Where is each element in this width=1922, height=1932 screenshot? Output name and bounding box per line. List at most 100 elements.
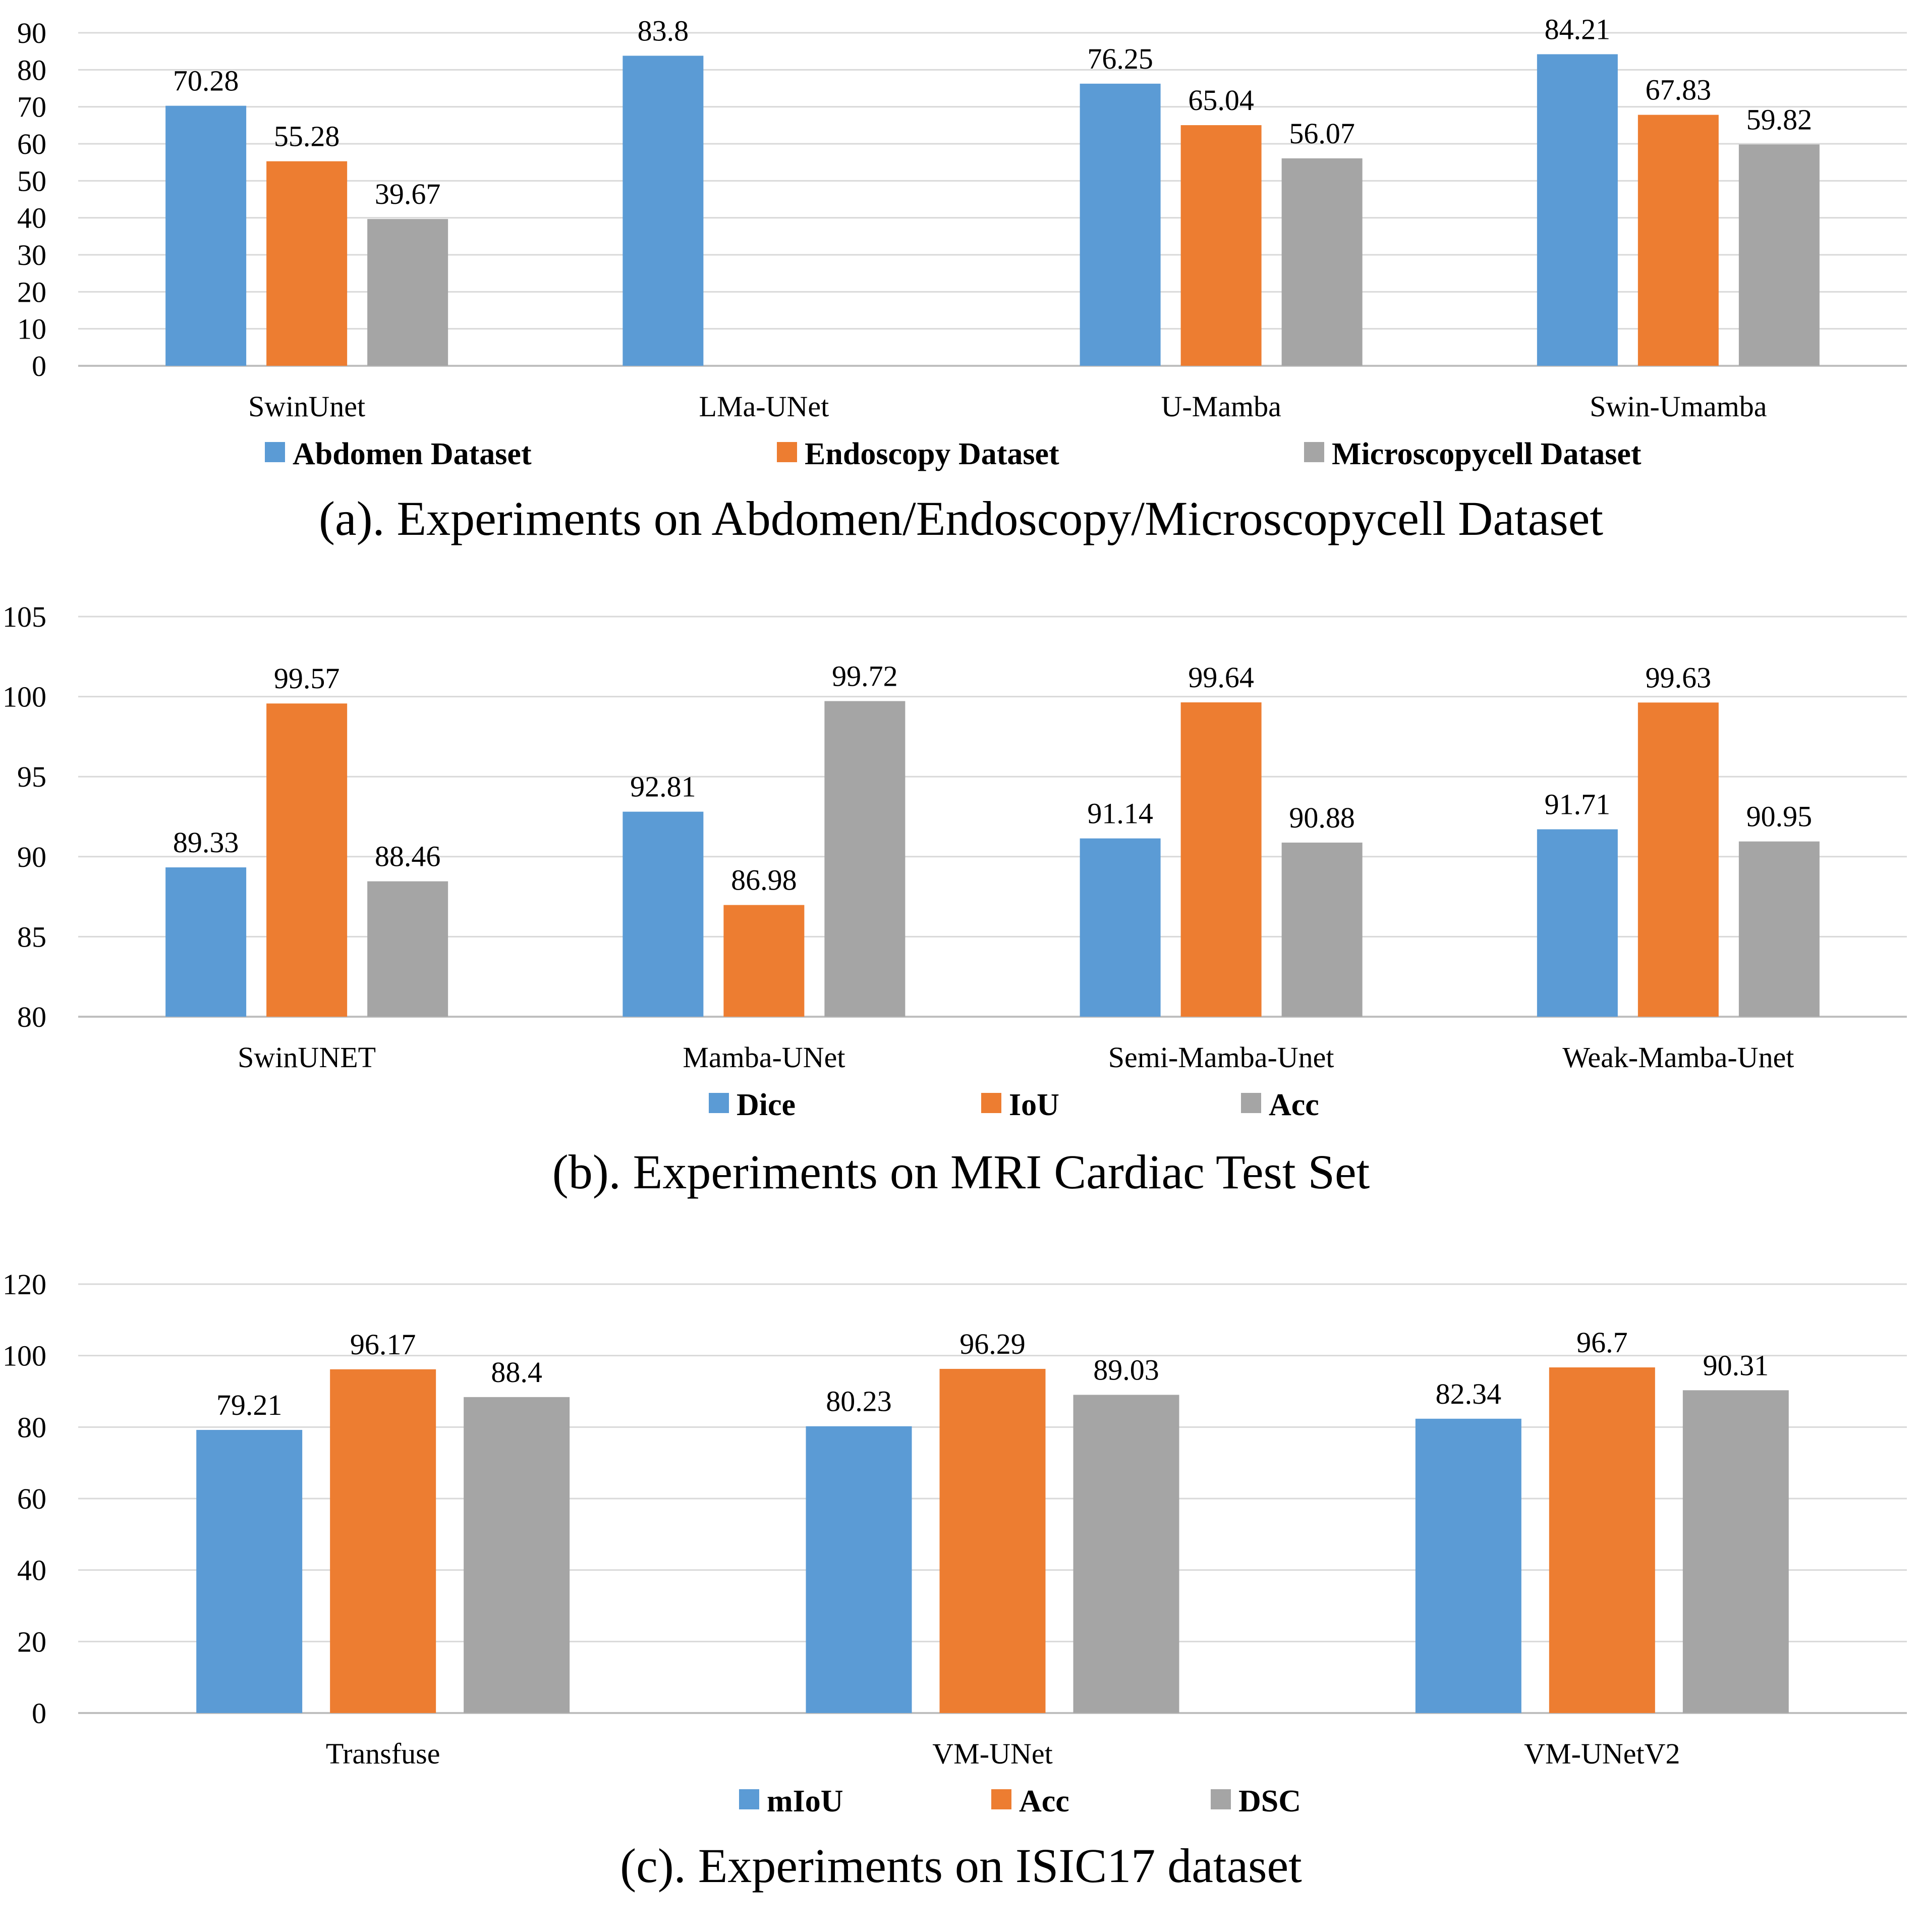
- data-label: 70.28: [173, 65, 239, 97]
- data-label: 59.82: [1746, 103, 1813, 136]
- chart-panel-3: 0 20 40 60 80 100 120 79.21 96.17 88.4 Transfuse 80…: [3, 1268, 1907, 1893]
- data-label: 79.21: [216, 1389, 282, 1421]
- legend-label: DSC: [1238, 1784, 1301, 1818]
- legend-swatch: [1211, 1789, 1231, 1809]
- bar: [165, 867, 247, 1017]
- data-label: 90.31: [1703, 1349, 1769, 1382]
- y-tick-label: 100: [3, 681, 46, 713]
- x-tick-label: VM-UNet: [932, 1737, 1052, 1770]
- bar: [1281, 158, 1363, 366]
- data-label: 90.88: [1289, 801, 1355, 834]
- legend-swatch: [1304, 442, 1324, 462]
- bar: [1080, 838, 1161, 1017]
- legend-label: Microscopycell Dataset: [1332, 437, 1642, 471]
- data-label: 99.57: [274, 662, 340, 695]
- x-tick-label: LMa-UNet: [699, 390, 829, 423]
- chart-caption: (a). Experiments on Abdomen/Endoscopy/Mi…: [319, 491, 1603, 545]
- data-label: 67.83: [1646, 74, 1712, 106]
- bar: [1738, 841, 1820, 1017]
- x-tick-label: Semi-Mamba-Unet: [1108, 1041, 1334, 1074]
- bar: [266, 161, 348, 366]
- legend-swatch: [1241, 1093, 1261, 1113]
- legend-swatch: [265, 442, 285, 462]
- bar: [1281, 842, 1363, 1017]
- bar: [824, 701, 906, 1017]
- data-label: 88.46: [375, 840, 441, 873]
- x-tick-label: Transfuse: [326, 1737, 440, 1770]
- y-tick-label: 95: [17, 760, 46, 793]
- bar: [1682, 1390, 1789, 1713]
- y-tick-label: 85: [17, 920, 46, 953]
- bar: [623, 56, 704, 366]
- y-tick-label: 80: [17, 1001, 46, 1033]
- data-label: 99.72: [832, 659, 898, 692]
- legend-swatch: [739, 1789, 759, 1809]
- legend-swatch: [991, 1789, 1011, 1809]
- y-tick-label: 70: [17, 91, 46, 124]
- bar: [1080, 83, 1161, 366]
- data-label: 76.25: [1087, 42, 1153, 75]
- y-tick-label: 10: [17, 313, 46, 346]
- bar: [1738, 144, 1820, 366]
- data-label: 56.07: [1289, 117, 1355, 150]
- y-tick-label: 30: [17, 239, 46, 271]
- data-label: 96.7: [1576, 1326, 1628, 1359]
- y-tick-label: 50: [17, 164, 46, 197]
- chart-panel-2: 80 85 90 95 100 105 89.33 99.57 88.46 SwinUNET 92.…: [3, 600, 1907, 1199]
- y-tick-label: 120: [3, 1268, 46, 1301]
- data-label: 96.17: [350, 1328, 416, 1361]
- bar: [723, 905, 805, 1017]
- data-label: 99.64: [1188, 661, 1254, 694]
- data-label: 84.21: [1545, 13, 1611, 45]
- y-tick-label: 80: [17, 53, 46, 86]
- data-label: 82.34: [1436, 1377, 1502, 1410]
- x-tick-label: VM-UNetV2: [1524, 1737, 1680, 1770]
- y-tick-label: 90: [17, 841, 46, 873]
- y-tick-label: 90: [17, 17, 46, 49]
- legend-label: Dice: [737, 1088, 796, 1122]
- x-tick-label: Weak-Mamba-Unet: [1562, 1041, 1794, 1074]
- data-label: 91.71: [1545, 788, 1611, 821]
- data-label: 55.28: [274, 120, 340, 153]
- legend-label: Endoscopy Dataset: [805, 437, 1059, 471]
- bar: [165, 105, 247, 366]
- data-label: 83.8: [638, 14, 689, 47]
- y-tick-label: 60: [17, 1482, 46, 1515]
- legend-swatch: [709, 1093, 729, 1113]
- legend-label: Acc: [1019, 1784, 1069, 1818]
- data-label: 80.23: [826, 1385, 892, 1418]
- data-label: 99.63: [1646, 661, 1712, 694]
- x-tick-label: Mamba-UNet: [683, 1041, 845, 1074]
- y-tick-label: 105: [3, 600, 46, 633]
- bar: [196, 1429, 303, 1713]
- data-label: 91.14: [1087, 797, 1153, 830]
- bar: [1637, 702, 1719, 1017]
- y-tick-label: 40: [17, 1554, 46, 1587]
- bar: [1180, 702, 1262, 1017]
- y-tick-label: 0: [32, 1697, 46, 1730]
- bar: [1415, 1418, 1521, 1713]
- chart-caption: (b). Experiments on MRI Cardiac Test Set: [552, 1145, 1370, 1199]
- y-tick-label: 20: [17, 1625, 46, 1658]
- y-tick-label: 20: [17, 275, 46, 308]
- bar: [367, 219, 448, 366]
- bar: [623, 811, 704, 1017]
- data-label: 86.98: [731, 864, 797, 897]
- y-tick-label: 40: [17, 202, 46, 235]
- bar: [464, 1397, 570, 1713]
- x-tick-label: SwinUNET: [238, 1041, 376, 1074]
- bar: [1549, 1367, 1655, 1713]
- data-label: 88.4: [491, 1356, 542, 1389]
- data-label: 39.67: [375, 178, 441, 210]
- chart-caption: (c). Experiments on ISIC17 dataset: [620, 1839, 1302, 1893]
- bar: [266, 703, 348, 1017]
- bar: [1537, 829, 1618, 1017]
- bar: [939, 1368, 1046, 1713]
- legend-label: Acc: [1269, 1088, 1319, 1122]
- x-tick-label: SwinUnet: [248, 390, 365, 423]
- legend-swatch: [777, 442, 797, 462]
- data-label: 89.33: [173, 826, 239, 859]
- bar: [1637, 115, 1719, 366]
- bar: [806, 1426, 912, 1713]
